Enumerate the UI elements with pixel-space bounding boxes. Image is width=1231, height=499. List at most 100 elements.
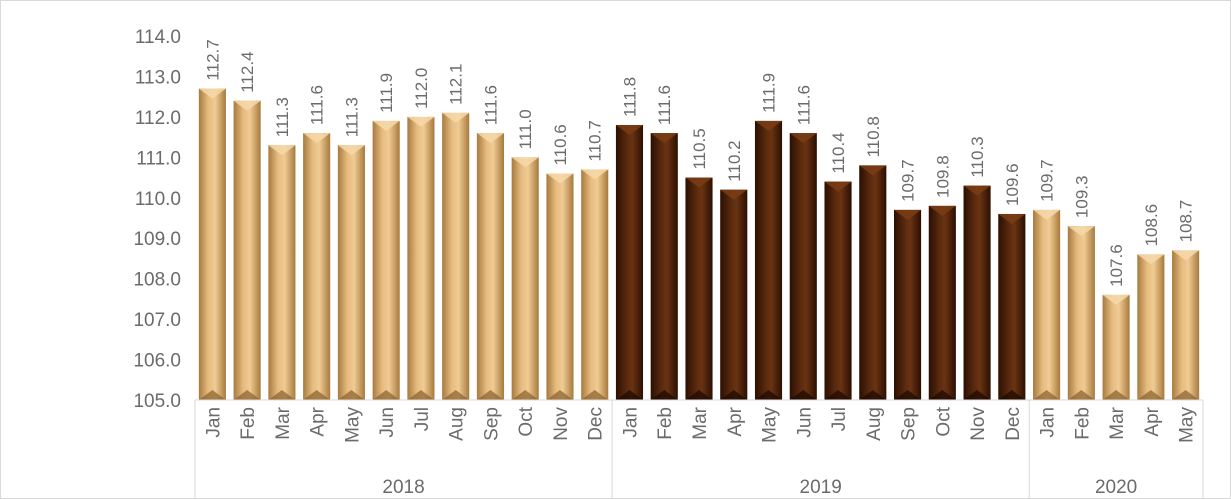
- bar-bevel-top: [337, 145, 365, 156]
- bar-bevel-bottom: [407, 390, 435, 400]
- bar: [650, 133, 678, 401]
- x-tick-label: Feb: [238, 407, 259, 440]
- bar: [824, 181, 852, 400]
- bar-bevel-top: [546, 173, 574, 184]
- data-label: 111.6: [794, 85, 813, 125]
- x-tick-label: Jul: [829, 407, 850, 431]
- bar-2019-apr: [720, 189, 748, 400]
- bar-bevel-top: [1137, 254, 1165, 265]
- bar-bevel-top: [650, 133, 678, 144]
- x-tick-label: Nov: [968, 407, 989, 441]
- bar-bevel-top: [233, 100, 261, 111]
- x-tick-label: Aug: [447, 407, 468, 441]
- year-group-label: 2020: [1095, 477, 1137, 498]
- bar-bevel-bottom: [303, 390, 331, 400]
- bar-bevel-bottom: [824, 390, 852, 400]
- bar-2020-jan: [1033, 209, 1061, 400]
- bar: [720, 189, 748, 400]
- x-tick-label: Mar: [273, 406, 294, 439]
- bar-bevel-bottom: [1102, 390, 1130, 400]
- data-label: 111.3: [273, 97, 292, 137]
- bar-bevel-bottom: [1067, 390, 1095, 400]
- bar-bevel-top: [1033, 209, 1061, 220]
- data-label: 110.4: [829, 132, 848, 173]
- bar: [998, 213, 1026, 400]
- bar: [198, 88, 226, 401]
- y-tick-label: 106.0: [133, 351, 181, 372]
- x-tick-label: Apr: [1142, 406, 1163, 436]
- data-label: 112.1: [447, 64, 466, 105]
- bar: [1033, 209, 1061, 400]
- bar-bevel-bottom: [685, 390, 713, 400]
- x-tick-label: Dec: [586, 407, 607, 441]
- data-label: 111.9: [377, 73, 396, 113]
- bar-bevel-bottom: [442, 390, 470, 400]
- bar-bevel-bottom: [615, 390, 644, 400]
- bar-2018-feb: [233, 100, 261, 400]
- bar: [546, 173, 574, 400]
- x-tick-label: Aug: [864, 407, 885, 441]
- bar: [407, 116, 435, 400]
- data-label: 108.6: [1142, 204, 1161, 247]
- bar: [476, 133, 505, 401]
- bar: [268, 145, 296, 400]
- bar-bevel-top: [511, 157, 539, 168]
- bar-bevel-top: [789, 133, 817, 144]
- bar-bevel-top: [928, 205, 956, 216]
- bar-bevel-top: [754, 120, 783, 131]
- bar-bevel-top: [720, 189, 748, 200]
- y-tick-label: 107.0: [133, 310, 181, 331]
- y-tick-label: 108.0: [133, 270, 181, 291]
- bar-bevel-bottom: [754, 390, 783, 400]
- bar-bevel-top: [1172, 250, 1200, 261]
- bar-2019-nov: [963, 185, 991, 400]
- y-tick-label: 110.0: [135, 189, 181, 210]
- x-tick-label: Oct: [933, 406, 954, 436]
- bar-bevel-top: [407, 116, 435, 127]
- bar: [1102, 294, 1130, 400]
- x-tick-label: May: [1177, 407, 1198, 443]
- data-label: 110.8: [864, 116, 883, 157]
- bar-2018-dec: [581, 169, 609, 400]
- bar-2019-sep: [893, 209, 922, 400]
- bar-bevel-bottom: [720, 390, 748, 400]
- bar-bevel-bottom: [511, 390, 539, 400]
- x-tick-label: Jan: [1038, 407, 1059, 438]
- data-label: 112.4: [238, 51, 257, 92]
- bar-bevel-bottom: [789, 390, 817, 400]
- data-label: 111.8: [620, 77, 639, 117]
- bar-bevel-bottom: [268, 390, 296, 400]
- x-axis: Jan Feb Mar Apr May Jun Jul Aug Sep Oct Nov Dec Jan F…: [194, 399, 1204, 499]
- data-label: 111.3: [342, 97, 361, 137]
- data-label: 111.0: [516, 109, 535, 149]
- x-tick-label: Feb: [655, 407, 676, 440]
- bar-bevel-top: [1067, 226, 1095, 237]
- bar: [511, 157, 539, 400]
- data-label: 111.6: [655, 85, 674, 125]
- x-tick-label: Sep: [481, 407, 502, 441]
- x-tick-label: Jun: [377, 407, 398, 438]
- x-tick-label: Oct: [516, 406, 537, 436]
- bar-bevel-bottom: [198, 390, 226, 400]
- bar-2019-aug: [859, 165, 887, 400]
- data-label: 109.6: [1003, 163, 1022, 206]
- bar: [581, 169, 609, 400]
- data-label: 110.7: [586, 120, 605, 161]
- bar-bevel-bottom: [1033, 390, 1061, 400]
- bar-2019-dec: [998, 213, 1026, 400]
- bar-2020-mar: [1102, 294, 1130, 400]
- y-tick-label: 112.0: [135, 108, 181, 129]
- bar: [233, 100, 261, 400]
- bar-bevel-top: [198, 88, 226, 99]
- bar-2018-mar: [268, 145, 296, 400]
- bar-bevel-top: [476, 133, 505, 144]
- bar-bevel-bottom: [859, 390, 887, 400]
- data-label: 107.6: [1107, 244, 1126, 287]
- bar: [859, 165, 887, 400]
- bar: [372, 120, 400, 400]
- data-label: 110.3: [968, 136, 987, 177]
- data-label: 110.5: [690, 128, 709, 169]
- bar-bevel-top: [442, 112, 470, 123]
- bar-2018-jun: [372, 120, 400, 400]
